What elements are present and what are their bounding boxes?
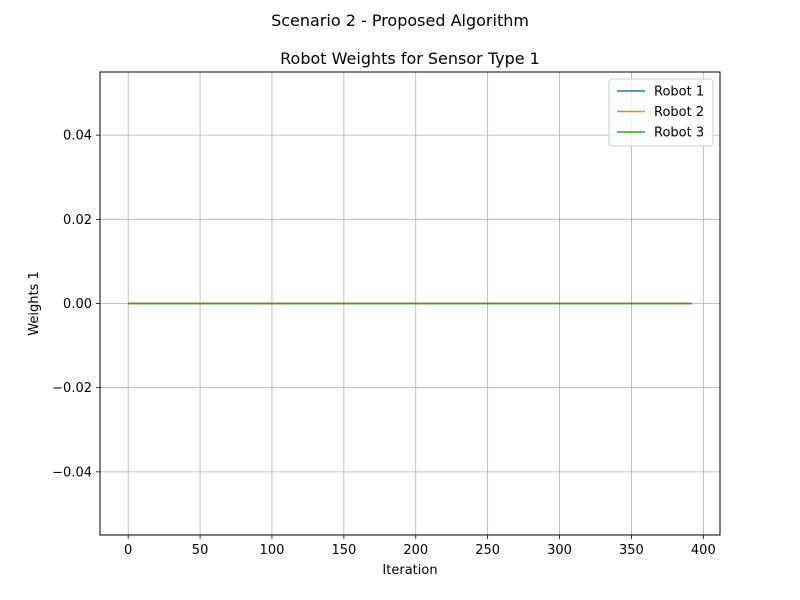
legend-frame <box>608 78 714 147</box>
x-ticks: 0 50 100 150 200 250 300 350 400 <box>124 535 716 558</box>
y-tick-label: 0.02 <box>63 213 92 228</box>
y-axis-label: Weights 1 <box>27 271 42 335</box>
legend-label-robot-3: Robot 3 <box>654 126 704 141</box>
x-tick-label: 350 <box>619 543 644 558</box>
x-tick-label: 50 <box>192 543 209 558</box>
figure-suptitle: Scenario 2 - Proposed Algorithm <box>271 11 529 30</box>
chart-title: Robot Weights for Sensor Type 1 <box>280 49 540 68</box>
y-tick-label: 0.00 <box>63 297 92 312</box>
x-tick-label: 300 <box>547 543 572 558</box>
legend-label-robot-1: Robot 1 <box>654 85 704 100</box>
x-tick-label: 100 <box>260 543 285 558</box>
legend: Robot 1 Robot 2 Robot 3 <box>608 78 714 147</box>
x-tick-label: 150 <box>331 543 356 558</box>
legend-label-robot-2: Robot 2 <box>654 105 704 120</box>
y-tick-label: 0.04 <box>63 129 92 144</box>
y-ticks: −0.04 −0.02 0.00 0.02 0.04 <box>52 129 100 480</box>
x-tick-label: 0 <box>124 543 132 558</box>
x-tick-label: 250 <box>475 543 500 558</box>
x-axis-label: Iteration <box>382 563 437 578</box>
y-tick-label: −0.04 <box>52 465 92 480</box>
x-tick-label: 200 <box>403 543 428 558</box>
x-tick-label: 400 <box>691 543 716 558</box>
y-tick-label: −0.02 <box>52 381 92 396</box>
